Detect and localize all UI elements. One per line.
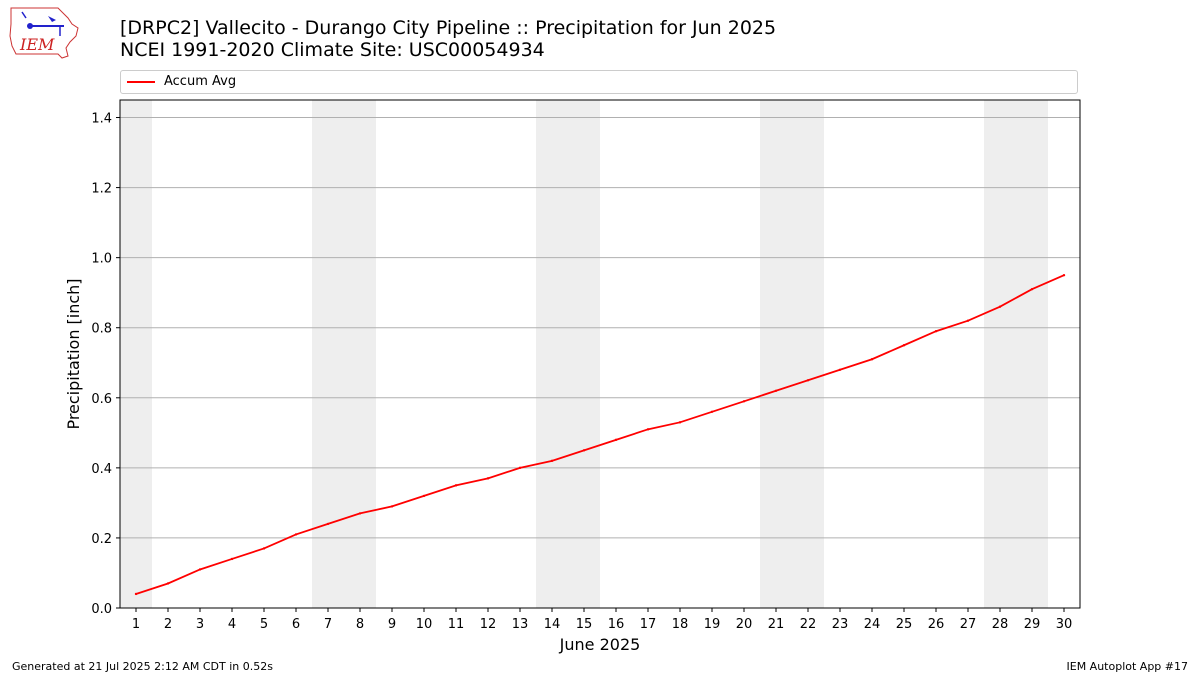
- x-tick-label: 30: [1056, 617, 1073, 632]
- y-tick-label: 0.0: [91, 602, 112, 617]
- x-tick-label: 4: [228, 617, 236, 632]
- data-point: [358, 512, 362, 515]
- x-tick-label: 1: [132, 617, 140, 632]
- x-tick-label: 27: [960, 617, 977, 632]
- weekend-band: [120, 100, 152, 608]
- data-point: [966, 319, 970, 322]
- data-point: [838, 368, 842, 371]
- x-tick-label: 22: [800, 617, 817, 632]
- x-tick-label: 24: [864, 617, 881, 632]
- weekend-band: [760, 100, 824, 608]
- logo-text: IEM: [19, 35, 55, 54]
- x-tick-label: 26: [928, 617, 945, 632]
- legend-swatch: [127, 81, 155, 83]
- x-tick-label: 11: [448, 617, 465, 632]
- x-axis-label: June 2025: [559, 635, 641, 654]
- y-tick-label: 1.4: [91, 112, 112, 127]
- x-tick-label: 19: [704, 617, 721, 632]
- data-point: [454, 484, 458, 487]
- x-tick-label: 16: [608, 617, 625, 632]
- data-point: [294, 533, 298, 536]
- x-tick-label: 12: [480, 617, 497, 632]
- data-point: [902, 344, 906, 347]
- x-tick-label: 6: [292, 617, 300, 632]
- y-tick-label: 0.2: [91, 532, 112, 547]
- x-tick-label: 7: [324, 617, 332, 632]
- data-point: [934, 330, 938, 333]
- x-tick-label: 14: [544, 617, 561, 632]
- x-tick-label: 29: [1024, 617, 1041, 632]
- x-tick-label: 17: [640, 617, 657, 632]
- y-tick-label: 0.4: [91, 462, 112, 477]
- x-tick-label: 13: [512, 617, 529, 632]
- weekend-band: [312, 100, 376, 608]
- legend: Accum Avg: [120, 70, 1078, 94]
- data-point: [774, 389, 778, 392]
- x-tick-label: 5: [260, 617, 268, 632]
- chart-title: [DRPC2] Vallecito - Durango City Pipelin…: [120, 17, 777, 39]
- y-tick-label: 1.0: [91, 252, 112, 267]
- data-point: [326, 522, 330, 526]
- iem-logo: IEM: [9, 7, 79, 59]
- data-point: [422, 494, 426, 498]
- x-tick-label: 15: [576, 617, 593, 632]
- data-point: [646, 428, 650, 431]
- y-tick-label: 1.2: [91, 182, 112, 197]
- footer-app: IEM Autoplot App #17: [1066, 660, 1189, 673]
- data-point: [870, 358, 874, 361]
- data-point: [806, 379, 810, 382]
- data-point: [486, 477, 490, 480]
- data-point: [614, 438, 618, 442]
- x-tick-label: 8: [356, 617, 364, 632]
- weekend-band: [984, 100, 1048, 608]
- data-point: [230, 557, 234, 561]
- y-axis-label: Precipitation [inch]: [64, 278, 83, 429]
- legend-label: Accum Avg: [164, 74, 237, 89]
- data-point: [710, 410, 714, 414]
- x-tick-label: 2: [164, 617, 172, 632]
- weekend-band: [536, 100, 600, 608]
- x-tick-label: 10: [416, 617, 433, 632]
- data-point: [134, 592, 138, 596]
- data-point: [550, 459, 554, 463]
- data-point: [1030, 287, 1034, 291]
- y-tick-label: 0.6: [91, 392, 112, 407]
- chart-subtitle: NCEI 1991-2020 Climate Site: USC00054934: [120, 39, 545, 61]
- x-tick-label: 3: [196, 617, 204, 632]
- data-point: [678, 421, 682, 424]
- x-tick-label: 23: [832, 617, 849, 632]
- data-point: [1062, 273, 1066, 277]
- data-point: [998, 305, 1002, 308]
- data-point: [742, 400, 746, 403]
- x-tick-label: 28: [992, 617, 1009, 632]
- data-point: [166, 582, 170, 585]
- x-tick-label: 9: [388, 617, 396, 632]
- x-tick-label: 25: [896, 617, 913, 632]
- x-tick-label: 21: [768, 617, 785, 632]
- footer-generated: Generated at 21 Jul 2025 2:12 AM CDT in …: [12, 660, 273, 673]
- plot-frame: [119, 99, 1081, 609]
- series-line-accum-avg: [135, 274, 1065, 595]
- y-tick-label: 0.8: [91, 322, 112, 337]
- x-tick-label: 20: [736, 617, 753, 632]
- data-point: [262, 547, 266, 550]
- data-point: [582, 449, 586, 452]
- data-point: [390, 505, 394, 508]
- x-tick-label: 18: [672, 617, 689, 632]
- data-point: [198, 568, 202, 571]
- data-point: [518, 466, 522, 470]
